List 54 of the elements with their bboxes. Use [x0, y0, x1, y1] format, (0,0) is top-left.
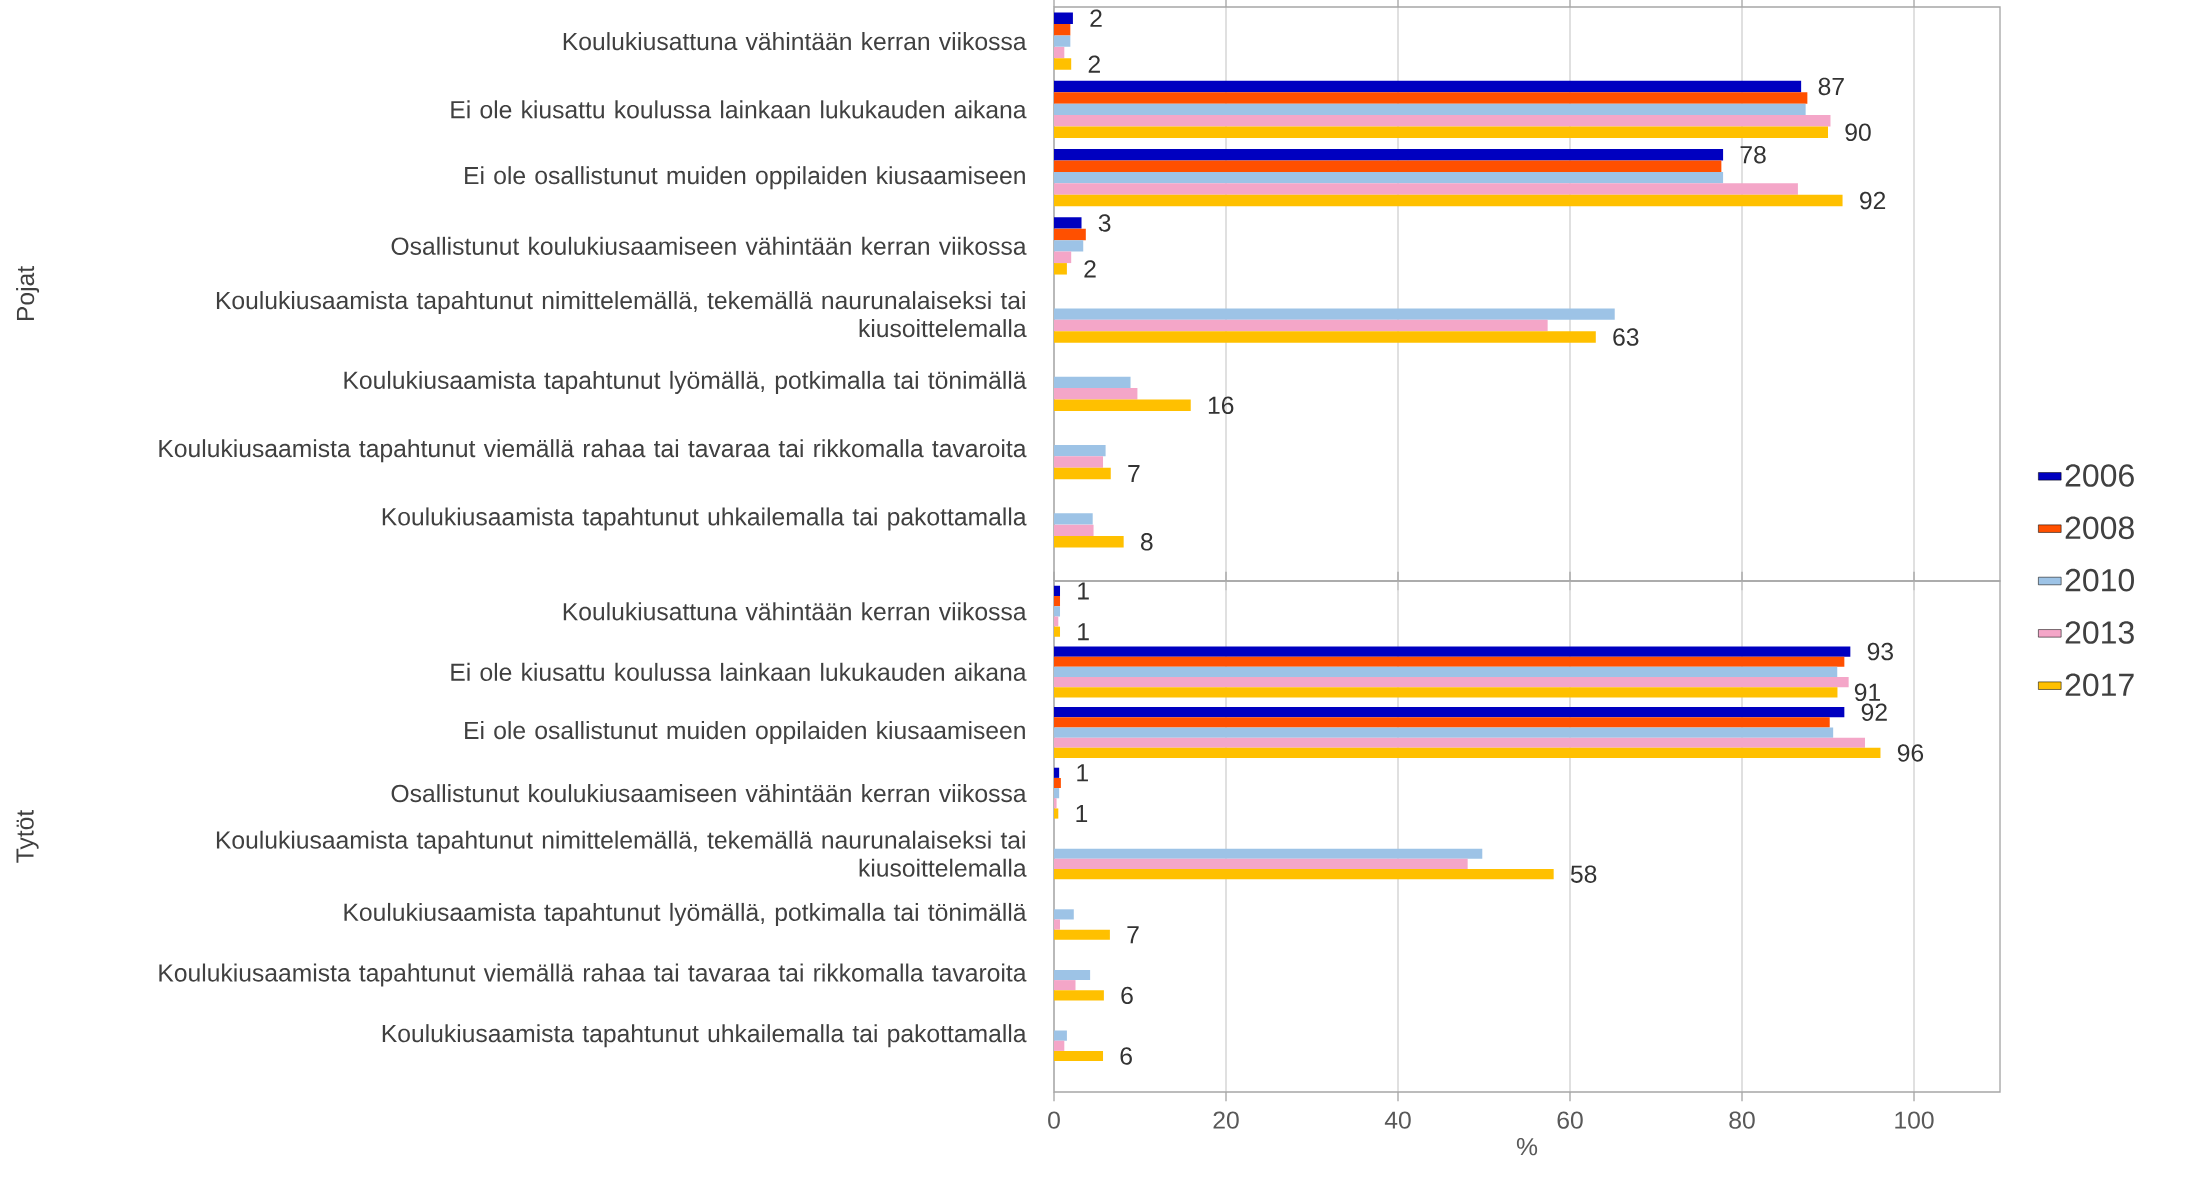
- data-label: 6: [1121, 986, 1133, 1005]
- data-label: 63: [1613, 328, 1639, 346]
- data-label: 87: [1818, 77, 1844, 96]
- data-label: 90: [1845, 123, 1871, 142]
- y-axis-title: Pojat: [16, 266, 40, 321]
- x-tick-label: 40: [1384, 1111, 1411, 1129]
- y-tick-label: Koulukiusaamista tapahtunut nimittelemällä, tekemällä naurunalaiseksi tai kiusoittelemalla: [216, 291, 1027, 338]
- x-tick-label: 0: [1048, 1111, 1060, 1129]
- data-label: 92: [1860, 191, 1886, 210]
- data-label: 2: [1088, 55, 1100, 73]
- data-label: 1: [1077, 764, 1088, 782]
- y-tick-label: Koulukiusattuna vähintään kerran viikossa: [563, 32, 1027, 51]
- y-tick-label: Osallistunut koulukiusaamiseen vähintään kerran viikossa: [391, 236, 1027, 255]
- legend-label: 2006: [2065, 464, 2134, 487]
- y-tick-label: Ei ole kiusattu koulussa lainkaan lukukauden aikana: [451, 662, 1027, 681]
- data-label: 1: [1078, 582, 1089, 600]
- y-axis-title: Tytöt: [16, 809, 39, 863]
- data-label: 2: [1084, 260, 1096, 278]
- y-tick-label: Ei ole osallistunut muiden oppilaiden kiusaamiseen: [465, 166, 1025, 190]
- y-tick-label: Ei ole kiusattu koulussa lainkaan lukukauden aikana: [451, 100, 1027, 119]
- data-label: 93: [1867, 642, 1893, 661]
- data-label: 1: [1078, 623, 1089, 641]
- data-label: 91: [1854, 683, 1880, 702]
- x-axis-title: %: [1516, 1137, 1538, 1156]
- data-label: 3: [1098, 214, 1111, 232]
- data-label: 16: [1208, 396, 1234, 415]
- data-label: 78: [1740, 145, 1766, 164]
- y-tick-label: Koulukiusaamista tapahtunut lyömällä, potkimalla tai tönimällä: [344, 902, 1027, 926]
- y-tick-label: Ei ole osallistunut muiden oppilaiden kiusaamiseen: [465, 721, 1025, 745]
- data-label: 58: [1570, 865, 1597, 883]
- y-tick-label: Koulukiusaamista tapahtunut viemällä rahaa tai tavaraa tai rikkomalla tavaroita: [159, 439, 1027, 463]
- y-tick-label: Koulukiusaamista tapahtunut nimittelemällä, tekemällä naurunalaiseksi tai kiusoittelemalla: [216, 830, 1027, 877]
- y-tick-label: Osallistunut koulukiusaamiseen vähintään kerran viikossa: [391, 784, 1027, 803]
- data-label: 7: [1127, 926, 1139, 944]
- data-label: 7: [1128, 465, 1140, 483]
- x-tick-label: 20: [1213, 1111, 1239, 1129]
- y-tick-label: Koulukiusattuna vähintään kerran viikossa: [563, 602, 1027, 621]
- legend-label: 2010: [2065, 568, 2134, 592]
- y-tick-label: Koulukiusaamista tapahtunut uhkailemalla tai pakottamalla: [382, 1024, 1027, 1048]
- data-label: 2: [1090, 9, 1102, 27]
- x-tick-label: 80: [1729, 1111, 1755, 1129]
- data-label: 96: [1897, 744, 1924, 762]
- y-tick-label: Koulukiusaamista tapahtunut uhkailemalla tai pakottamalla: [382, 507, 1027, 531]
- data-label: 1: [1076, 805, 1088, 823]
- legend-label: 2017: [2065, 673, 2134, 697]
- legend-label: 2013: [2065, 621, 2134, 644]
- data-label: 92: [1861, 703, 1887, 721]
- x-tick-label: 100: [1895, 1111, 1934, 1129]
- legend-label: 2008: [2065, 516, 2134, 540]
- y-tick-label: Koulukiusaamista tapahtunut viemällä rahaa tai tavaraa tai rikkomalla tavaroita: [159, 963, 1027, 987]
- x-tick-label: 60: [1557, 1111, 1583, 1129]
- data-label: 6: [1120, 1047, 1132, 1065]
- data-label: 8: [1140, 533, 1153, 551]
- y-tick-label: Koulukiusaamista tapahtunut lyömällä, potkimalla tai tönimällä: [344, 370, 1027, 394]
